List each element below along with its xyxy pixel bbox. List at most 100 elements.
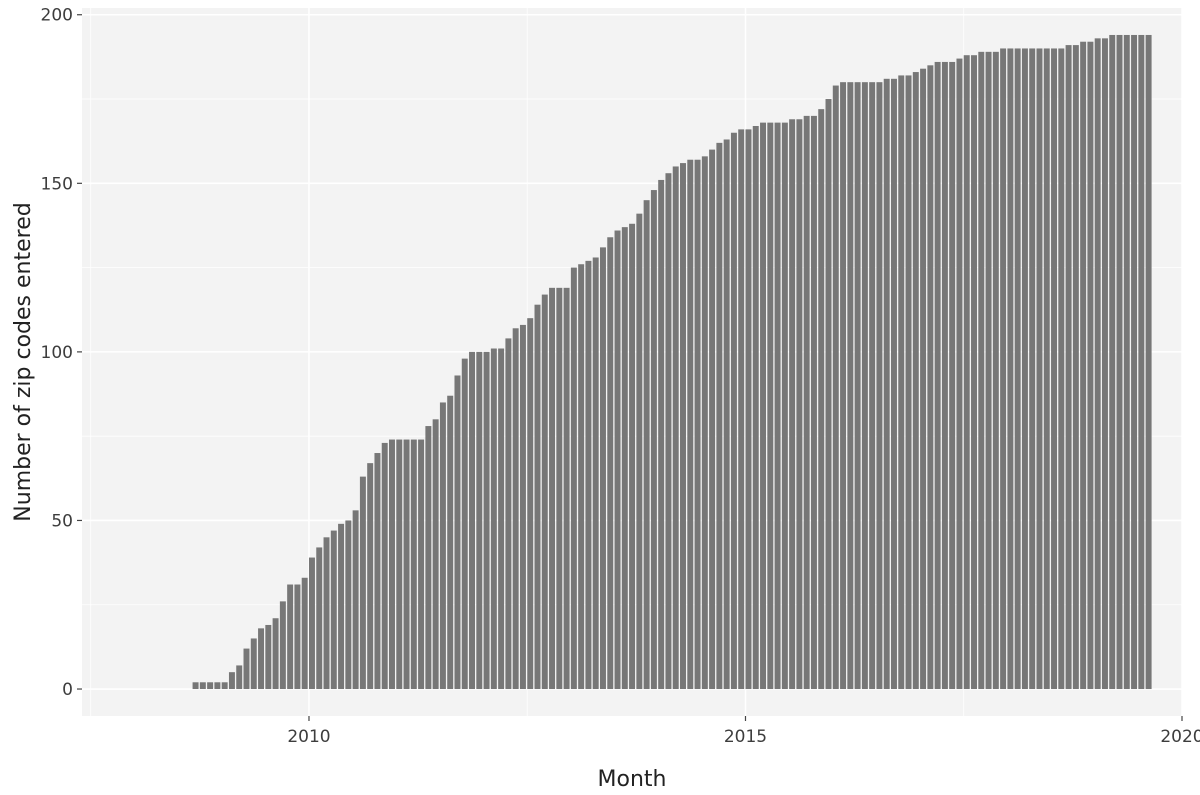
bar [563,287,570,690]
bar [789,119,796,690]
bar [439,402,446,690]
bar [847,82,854,690]
bar [832,85,839,690]
bar [752,126,759,690]
bar [883,78,890,690]
bar [723,139,730,690]
bar [730,132,737,690]
bar [272,618,279,690]
bar [658,179,665,690]
bar [425,426,432,690]
bar [767,122,774,690]
bar [418,439,425,690]
bar [672,166,679,690]
bar [1058,48,1065,690]
bar [680,163,686,690]
bar [338,523,345,690]
bar [1123,34,1130,690]
bar [410,439,417,690]
bar [905,75,912,690]
bar [992,51,999,690]
bar [927,65,934,690]
bar [978,51,985,690]
bar [716,142,723,690]
bar [599,247,606,690]
bar [519,324,526,690]
bar [498,348,505,690]
bar [243,648,250,690]
bar [709,149,716,690]
bar [1087,41,1094,690]
bar [469,351,476,690]
bar [694,159,701,690]
bar [1043,48,1050,690]
bar [534,304,541,690]
bar [265,624,272,690]
bar [432,419,439,690]
bar [352,510,359,690]
bar [869,82,876,690]
bar [774,122,781,690]
bar [454,375,461,690]
y-tick-label: 200 [41,6,73,26]
bar [549,287,556,690]
bar [803,115,810,690]
bar [971,55,977,690]
bar [1029,48,1036,690]
bar [447,395,454,690]
bar [1101,38,1108,690]
y-axis: 0 50 100 150 200 [41,6,82,700]
bar [294,584,301,690]
bar [330,530,337,690]
bar [556,287,563,690]
bar [1021,48,1028,690]
bar [1036,48,1043,690]
bar [636,213,643,690]
x-tick-label: 2010 [287,727,330,747]
bar [228,672,235,690]
bar [323,537,330,690]
bar [956,58,963,690]
bar [643,200,650,690]
bar [476,351,483,690]
bar [963,55,970,690]
bar [607,237,614,690]
bar [898,75,905,690]
bar [1014,48,1021,690]
bar [760,122,767,690]
x-axis: 2010 2015 2020 [287,716,1200,747]
bar [818,109,825,690]
bar [629,223,636,690]
bar [570,267,577,690]
bar [934,61,941,690]
bar [1145,34,1152,690]
bar [1065,45,1072,690]
bar [854,82,861,690]
bar [1138,34,1145,690]
bar [1116,34,1123,690]
bar [541,294,548,690]
bar [941,61,948,690]
bar [345,520,352,690]
bar [389,439,395,690]
bar [1007,48,1014,690]
bars [192,34,1152,690]
bar [403,439,410,690]
bar [687,159,694,690]
bar [1109,34,1116,690]
bar [207,682,214,690]
bar [258,628,265,690]
bar [738,129,745,690]
bar [796,119,803,690]
bar [585,260,592,690]
bar [287,584,294,690]
bar [949,61,956,690]
bar [1000,48,1007,690]
bar [614,230,621,690]
bar [810,115,817,690]
bar [665,173,672,690]
bar [527,318,534,690]
y-tick-label: 100 [41,343,73,363]
bar [199,682,206,690]
